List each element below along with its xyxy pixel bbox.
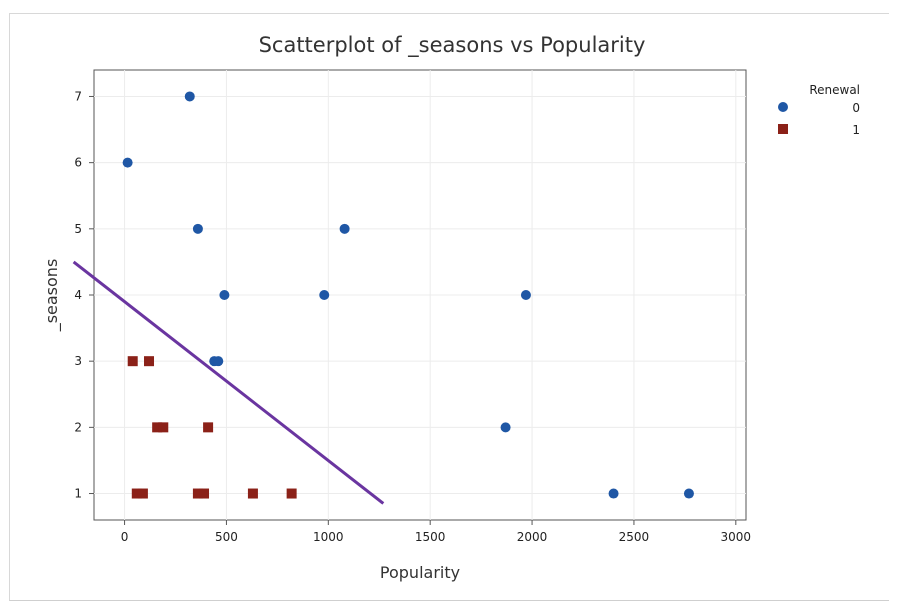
x-tick-label: 3000 (721, 530, 752, 544)
y-tick-label: 2 (74, 420, 82, 434)
data-point-renewal-1 (137, 488, 148, 499)
data-point-renewal-1 (247, 488, 258, 499)
legend-title: Renewal (809, 83, 860, 97)
data-point-renewal-0 (213, 356, 224, 367)
data-point-renewal-0 (500, 422, 511, 433)
y-tick-label: 4 (74, 288, 82, 302)
data-point-renewal-0 (192, 223, 203, 234)
y-axis-label: _seasons (42, 259, 62, 333)
y-tick-label: 7 (74, 89, 82, 103)
data-point-renewal-1 (199, 488, 210, 499)
data-point-renewal-0 (122, 157, 133, 168)
x-tick-label: 1500 (415, 530, 446, 544)
data-point-renewal-1 (192, 488, 203, 499)
data-point-renewal-1 (127, 356, 138, 367)
data-point-renewal-1 (286, 488, 297, 499)
x-axis-label: Popularity (380, 563, 460, 582)
reference-line (72, 260, 385, 505)
data-point-renewal-1 (152, 422, 163, 433)
chart-frame (9, 13, 889, 601)
y-tick-label: 6 (74, 156, 82, 170)
data-point-renewal-0 (184, 91, 195, 102)
y-tick-label: 5 (74, 222, 82, 236)
legend-label-1: 1 (852, 123, 860, 137)
legend: Renewal 01 (778, 83, 860, 137)
chart-title: Scatterplot of _seasons vs Popularity (259, 33, 646, 58)
data-point-renewal-1 (131, 488, 142, 499)
y-tick-label: 1 (74, 487, 82, 501)
x-tick-label: 2000 (517, 530, 548, 544)
x-tick-label: 500 (215, 530, 238, 544)
axis-ticks: 0 500 1000 1500 2000 2500 3000 1 2 3 4 5 6 7 (74, 89, 751, 544)
legend-marker-1 (778, 124, 788, 134)
x-tick-label: 0 (121, 530, 129, 544)
data-point-renewal-1 (158, 422, 169, 433)
annotation-layer (72, 260, 385, 505)
data-points (122, 91, 694, 499)
y-tick-label: 3 (74, 354, 82, 368)
legend-items: 01 (778, 101, 860, 137)
data-point-renewal-0 (608, 488, 619, 499)
x-tick-label: 2500 (619, 530, 650, 544)
data-point-renewal-0 (339, 223, 350, 234)
legend-marker-0 (778, 102, 788, 112)
data-point-renewal-0 (219, 290, 230, 300)
data-point-renewal-1 (203, 422, 214, 433)
legend-label-0: 0 (852, 101, 860, 115)
data-point-renewal-1 (144, 356, 155, 367)
data-point-renewal-0 (683, 488, 694, 499)
x-tick-label: 1000 (313, 530, 344, 544)
data-point-renewal-0 (520, 290, 531, 300)
data-point-renewal-0 (319, 290, 330, 300)
